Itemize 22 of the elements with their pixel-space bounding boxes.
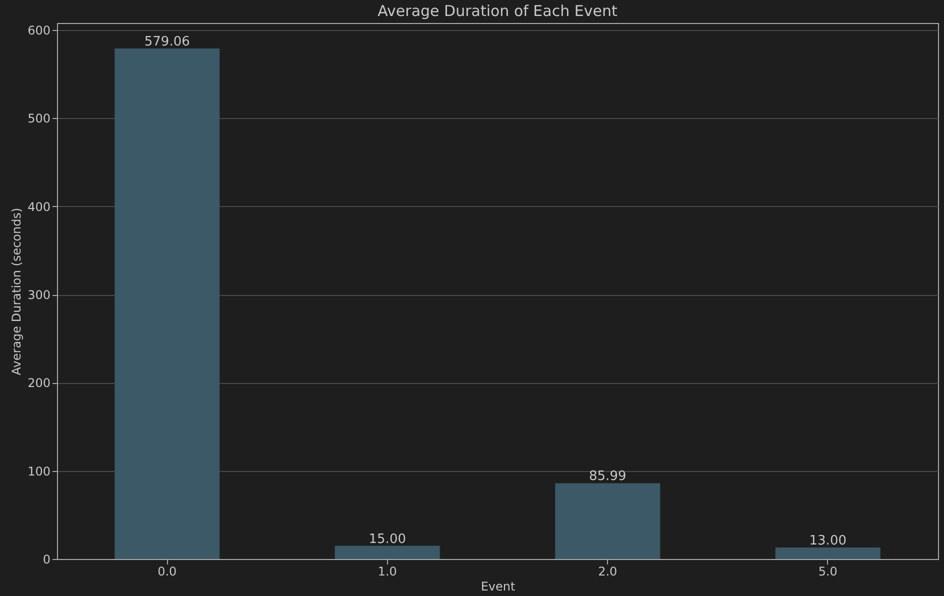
x-axis-title: Event: [480, 580, 516, 594]
x-tick-label: 2.0: [598, 564, 618, 578]
bar: [555, 483, 660, 559]
x-tick-label: 1.0: [378, 564, 397, 578]
y-tick-label: 400: [28, 200, 50, 214]
x-tick-label: 5.0: [818, 564, 838, 578]
x-tick-label: 0.0: [158, 564, 177, 578]
data-label: 85.99: [589, 469, 626, 484]
bar: [775, 548, 880, 559]
data-label: 15.00: [368, 532, 406, 547]
data-label: 579.06: [144, 34, 190, 50]
y-axis-title: Average Duration (seconds): [10, 208, 24, 376]
bar: [114, 48, 220, 559]
y-tick-label: 100: [28, 464, 50, 478]
data-label: 13.00: [809, 534, 846, 549]
chart-title: Average Duration of Each Event: [378, 2, 618, 20]
y-tick-label: 600: [28, 24, 50, 38]
y-tick-label: 200: [28, 376, 50, 390]
bar: [334, 546, 440, 559]
y-tick-label: 500: [28, 112, 50, 126]
y-tick-label: 300: [28, 288, 50, 302]
y-tick-label: 0: [42, 552, 50, 566]
